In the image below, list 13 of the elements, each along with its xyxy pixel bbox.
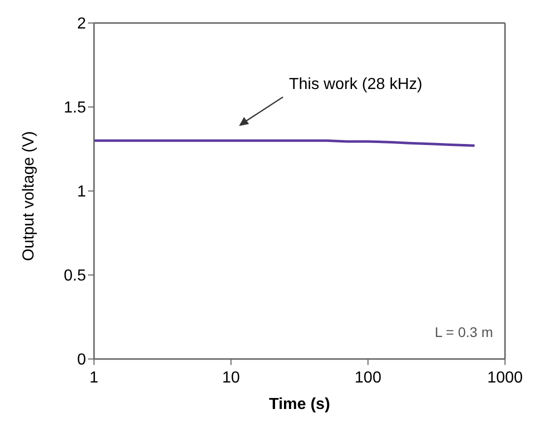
y-tick-label: 1 xyxy=(77,184,86,201)
annotation: This work (28 kHz) xyxy=(289,76,422,93)
x-axis-title: Time (s) xyxy=(268,396,330,413)
y-axis-title: Output voltage (V) xyxy=(20,131,38,261)
annotation: L = 0.3 m xyxy=(434,324,493,340)
x-tick-label: 1 xyxy=(90,369,99,386)
x-tick-label: 1000 xyxy=(487,369,523,386)
y-tick-label: 1.5 xyxy=(64,100,86,117)
y-tick-label: 0 xyxy=(77,352,86,369)
y-tick-label: 0.5 xyxy=(64,268,86,285)
x-tick-label: 100 xyxy=(354,369,382,386)
x-tick-label: 10 xyxy=(222,369,240,386)
y-tick-label: 2 xyxy=(77,16,86,33)
